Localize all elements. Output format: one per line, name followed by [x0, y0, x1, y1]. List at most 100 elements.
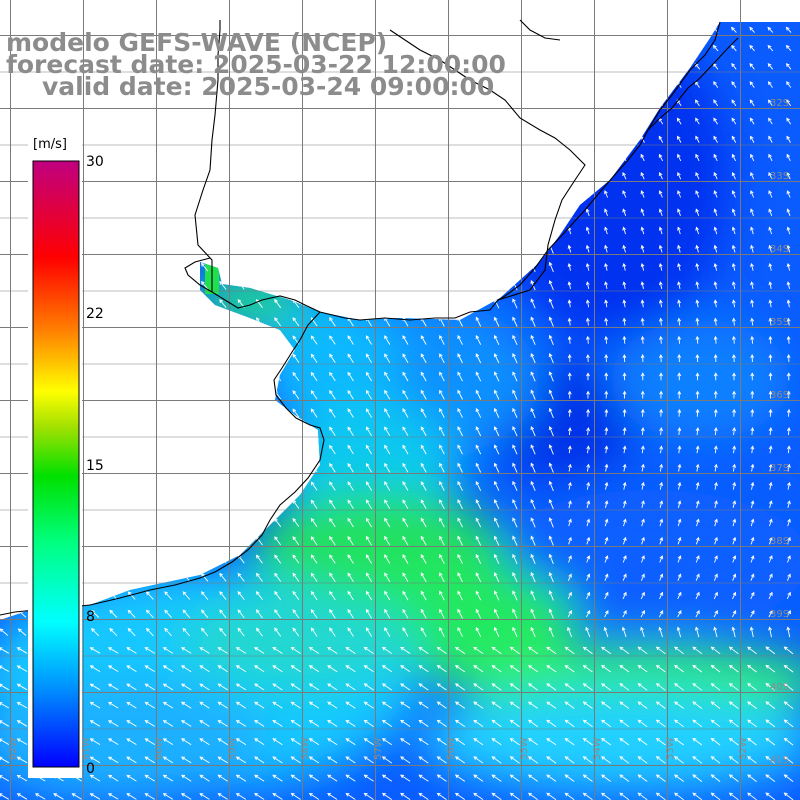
wind-arrow [768, 263, 773, 271]
wind-arrow [439, 170, 445, 181]
wind-arrow [768, 518, 773, 527]
wind-arrow [17, 299, 27, 308]
wind-arrow [439, 207, 445, 218]
wind-arrow [586, 427, 591, 436]
wind-arrow [457, 371, 463, 382]
wind-arrow [548, 24, 554, 35]
wind-arrow [381, 756, 393, 764]
wind-arrow [457, 353, 463, 364]
wind-arrow [548, 316, 554, 327]
wind-arrow [217, 774, 228, 782]
wind-arrow [365, 517, 372, 528]
wind-arrow [384, 535, 391, 546]
wind-arrow [290, 701, 301, 709]
wind-arrow [655, 683, 666, 691]
wind-arrow [16, 793, 28, 800]
wind-arrow [475, 261, 482, 272]
wind-arrow [347, 390, 354, 400]
wind-arrow [567, 427, 572, 436]
wind-arrow [144, 738, 155, 745]
wind-arrow [310, 609, 318, 619]
wind-arrow [145, 390, 154, 400]
wind-arrow [384, 243, 391, 254]
wind-arrow [677, 610, 682, 618]
wind-arrow [457, 298, 463, 309]
wind-arrow [237, 426, 245, 436]
lon-label: 53W [665, 737, 676, 760]
wind-arrow [530, 462, 536, 473]
wind-arrow [694, 44, 701, 52]
wind-arrow [237, 207, 245, 217]
wind-arrow [786, 226, 791, 235]
wind-arrow [586, 518, 591, 527]
wind-arrow [365, 298, 372, 309]
wind-arrow [637, 683, 648, 691]
wind-arrow [310, 225, 318, 236]
wind-arrow [255, 426, 263, 436]
wind-arrow [17, 117, 27, 125]
wind-arrow [292, 590, 300, 601]
wind-arrow [493, 243, 500, 254]
wind-arrow [747, 792, 757, 800]
wind-arrow [604, 591, 609, 600]
wind-arrow [750, 445, 755, 454]
wind-arrow [420, 170, 427, 181]
wind-arrow [109, 281, 118, 290]
wind-arrow [145, 463, 154, 473]
wind-arrow [254, 646, 265, 654]
wind-arrow [439, 626, 445, 637]
wind-arrow [402, 262, 409, 272]
wind-arrow [162, 756, 174, 764]
wind-arrow [329, 134, 336, 144]
wind-arrow [677, 500, 682, 509]
wind-arrow [109, 609, 118, 618]
wind-arrow [640, 263, 645, 271]
wind-arrow [732, 610, 737, 618]
wind-arrow [402, 152, 409, 163]
wind-arrow [381, 665, 393, 673]
wind-arrow [219, 591, 227, 600]
wind-arrow [274, 481, 282, 491]
wind-arrow [604, 263, 608, 271]
wind-arrow [127, 500, 136, 509]
wind-arrow [454, 774, 466, 782]
wind-arrow [493, 353, 500, 364]
wind-arrow [0, 591, 9, 600]
wind-arrow [329, 554, 336, 564]
wind-arrow [546, 646, 557, 655]
wind-arrow [237, 226, 245, 235]
wind-arrow [182, 134, 191, 144]
wind-arrow [750, 481, 755, 490]
wind-arrow [420, 517, 427, 528]
wind-arrow [640, 190, 645, 198]
wind-arrow [310, 171, 318, 181]
colorbar-gradient [32, 160, 80, 768]
wind-arrow [750, 536, 755, 545]
wind-arrow [493, 480, 500, 491]
wind-arrow [365, 207, 372, 218]
wind-arrow [585, 117, 591, 125]
wind-arrow [109, 171, 118, 180]
wind-arrow [768, 463, 773, 472]
wind-arrow [747, 719, 757, 728]
wind-arrow [655, 774, 666, 782]
wind-arrow [786, 573, 791, 581]
wind-arrow [548, 79, 554, 90]
wind-arrow [127, 171, 136, 180]
wind-arrow [695, 610, 700, 618]
wind-arrow [402, 462, 409, 473]
wind-arrow [567, 171, 572, 180]
wind-arrow [677, 390, 682, 399]
wind-arrow [749, 62, 755, 70]
wind-arrow [182, 518, 191, 527]
wind-arrow [475, 353, 482, 364]
lat-label: 36S [770, 390, 789, 401]
wind-arrow [695, 427, 700, 436]
wind-arrow [347, 262, 354, 272]
wind-arrow [235, 665, 247, 673]
wind-arrow [91, 190, 100, 199]
wind-arrow [713, 445, 718, 454]
wind-arrow [272, 756, 283, 764]
wind-arrow [512, 79, 518, 90]
wind-arrow [658, 354, 663, 363]
